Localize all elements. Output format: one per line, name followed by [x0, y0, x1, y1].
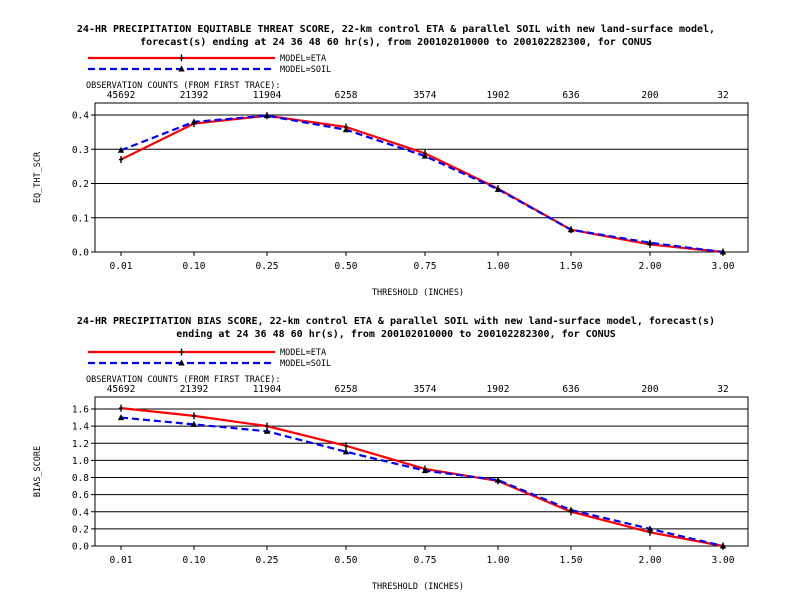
y-tick-label: 1.6 [72, 405, 89, 416]
y-tick-label: 0.0 [72, 542, 89, 553]
y-tick-label: 0.6 [72, 490, 89, 501]
x-tick-label: 1.50 [560, 261, 583, 272]
y-tick-label: 0.8 [72, 473, 89, 484]
x-tick-label: 0.10 [183, 261, 206, 272]
data-point-soil [263, 427, 271, 434]
legend-label-eta: MODEL=ETA [280, 348, 326, 358]
count-label: 11904 [253, 90, 282, 101]
legend-label-soil: MODEL=SOIL [280, 359, 331, 369]
x-axis-label: THRESHOLD (INCHES) [372, 288, 464, 298]
y-tick-label: 0.3 [72, 145, 89, 156]
plot-frame [94, 396, 749, 547]
x-tick-label: 3.00 [712, 261, 735, 272]
legend-marker-soil [178, 65, 185, 72]
data-point-soil [263, 112, 271, 119]
chart-panel-1: 24-HR PRECIPITATION EQUITABLE THREAT SCO… [33, 23, 749, 298]
chart-title-line-1: 24-HR PRECIPITATION BIAS SCORE, 22-km co… [77, 315, 715, 327]
chart-title-line-2: ending at 24 36 48 60 hr(s), from 200102… [176, 328, 616, 340]
x-tick-label: 1.50 [560, 555, 583, 566]
x-tick-label: 1.00 [487, 261, 510, 272]
data-point-soil [719, 248, 727, 255]
data-point-soil [342, 126, 350, 133]
count-label: 636 [562, 384, 579, 395]
x-tick-label: 0.01 [110, 555, 133, 566]
count-label: 11904 [253, 384, 282, 395]
data-point-soil [342, 448, 350, 455]
data-point-soil [494, 185, 502, 192]
count-label: 636 [562, 90, 579, 101]
x-tick-label: 2.00 [639, 261, 662, 272]
count-label: 3574 [414, 384, 437, 395]
counts-label: OBSERVATION COUNTS (FROM FIRST TRACE): [86, 375, 280, 385]
x-tick-label: 2.00 [639, 555, 662, 566]
data-point-soil [421, 467, 429, 474]
count-label: 6258 [335, 90, 358, 101]
data-point-soil [190, 420, 198, 427]
count-label: 1902 [487, 384, 510, 395]
count-label: 1902 [487, 90, 510, 101]
y-axis-label: BIAS_SCORE [33, 446, 43, 497]
legend-marker-soil [178, 359, 185, 366]
data-point-soil [567, 226, 575, 233]
y-tick-label: 0.4 [72, 111, 89, 122]
data-point-soil [567, 506, 575, 513]
count-label: 32 [717, 384, 728, 395]
y-tick-label: 0.2 [72, 524, 89, 535]
x-tick-label: 0.25 [256, 555, 279, 566]
chart-panel-2: 24-HR PRECIPITATION BIAS SCORE, 22-km co… [33, 315, 749, 592]
data-point-soil [494, 476, 502, 483]
data-point-soil [117, 414, 125, 421]
count-label: 21392 [180, 90, 209, 101]
data-point-soil [646, 239, 654, 246]
chart-title-line-2: forecast(s) ending at 24 36 48 60 hr(s),… [140, 36, 652, 48]
x-tick-label: 0.10 [183, 555, 206, 566]
count-label: 32 [717, 90, 728, 101]
y-axis-label: EQ_THT_SCR [33, 151, 43, 203]
count-label: 200 [641, 90, 658, 101]
x-axis-label: THRESHOLD (INCHES) [372, 582, 464, 592]
y-tick-label: 1.0 [72, 456, 89, 467]
data-point-soil [719, 542, 727, 549]
y-tick-label: 1.2 [72, 439, 89, 450]
count-label: 3574 [414, 90, 437, 101]
counts-label: OBSERVATION COUNTS (FROM FIRST TRACE): [86, 81, 280, 91]
y-tick-label: 0.1 [72, 213, 89, 224]
x-tick-label: 3.00 [712, 555, 735, 566]
y-tick-label: 0.0 [72, 248, 89, 259]
y-tick-label: 0.2 [72, 179, 89, 190]
data-point-soil [117, 146, 125, 153]
x-tick-label: 0.75 [414, 261, 437, 272]
count-label: 45692 [107, 384, 136, 395]
x-tick-label: 0.01 [110, 261, 133, 272]
y-tick-label: 0.4 [72, 507, 89, 518]
data-point-soil [190, 118, 198, 125]
legend-label-soil: MODEL=SOIL [280, 65, 331, 75]
chart-title-line-1: 24-HR PRECIPITATION EQUITABLE THREAT SCO… [77, 23, 715, 35]
count-label: 6258 [335, 384, 358, 395]
count-label: 45692 [107, 90, 136, 101]
data-point-soil [421, 152, 429, 159]
x-tick-label: 0.25 [256, 261, 279, 272]
data-point-soil [646, 525, 654, 532]
x-tick-label: 0.75 [414, 555, 437, 566]
series-line-soil [120, 114, 724, 254]
count-label: 200 [641, 384, 658, 395]
x-tick-label: 0.50 [335, 261, 358, 272]
plot-frame [94, 102, 749, 253]
legend-label-eta: MODEL=ETA [280, 54, 326, 64]
x-tick-label: 1.00 [487, 555, 510, 566]
y-tick-label: 1.4 [72, 422, 89, 433]
count-label: 21392 [180, 384, 209, 395]
x-tick-label: 0.50 [335, 555, 358, 566]
